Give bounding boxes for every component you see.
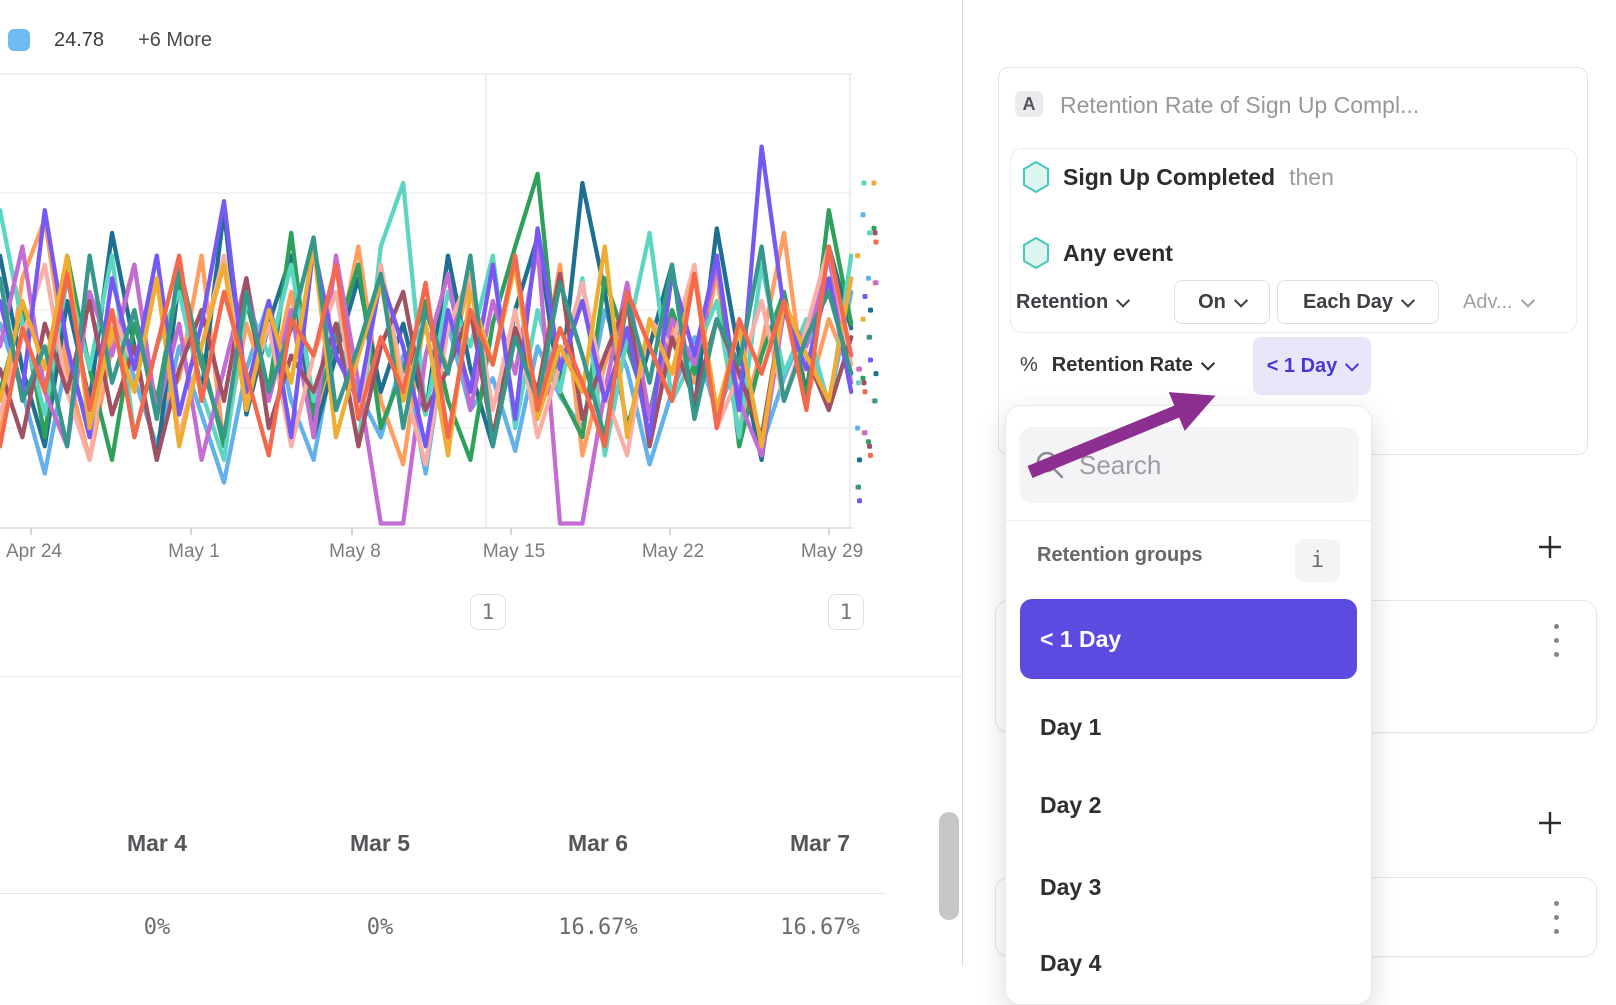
event-hexagon-icon	[1023, 237, 1049, 269]
table-header-mar6: Mar 6	[567, 830, 629, 856]
legend-more-button[interactable]: +6 More	[138, 28, 212, 51]
info-icon[interactable]: i	[1295, 539, 1340, 582]
x-axis-label: May 29	[800, 541, 864, 562]
retention-mode-label: Retention	[1016, 290, 1109, 313]
table-header-mar7: Mar 7	[789, 830, 851, 856]
menu-item-lt-1-day[interactable]: < 1 Day	[1020, 599, 1357, 679]
percent-icon: %	[1020, 353, 1038, 376]
table-value-mar7: 16.67%	[780, 915, 860, 940]
plus-icon	[1539, 536, 1561, 558]
interval-dropdown[interactable]: Each Day	[1277, 280, 1439, 324]
table-value-mar6: 16.67%	[558, 915, 638, 940]
menu-item-label: Day 2	[1040, 791, 1102, 818]
chart-marker-badge-1[interactable]: 1	[470, 594, 506, 630]
on-label: On	[1198, 290, 1226, 313]
kebab-menu-icon[interactable]	[1552, 624, 1560, 657]
chevron-down-icon	[1233, 293, 1248, 308]
menu-search-box[interactable]	[1019, 427, 1359, 503]
retention-group-menu	[1005, 405, 1372, 1005]
menu-group-label: Retention groups	[1037, 544, 1203, 566]
retention-group-value: < 1 Day	[1266, 354, 1338, 377]
chevron-down-icon[interactable]	[1200, 356, 1215, 371]
on-dropdown[interactable]: On	[1174, 280, 1270, 324]
module-letter-badge: A	[1015, 91, 1043, 117]
menu-item-day-1[interactable]: Day 1	[1020, 687, 1357, 767]
section-divider	[0, 676, 962, 677]
menu-item-day-2[interactable]: Day 2	[1020, 765, 1357, 845]
event-row-2[interactable]: Any event	[1021, 236, 1173, 270]
retention-group-dropdown[interactable]: < 1 Day	[1253, 337, 1371, 395]
legend-swatch[interactable]	[8, 29, 30, 51]
module-title[interactable]: Retention Rate of Sign Up Compl...	[1060, 92, 1420, 118]
add-segment-button[interactable]	[1535, 808, 1565, 838]
menu-item-label: < 1 Day	[1040, 625, 1122, 652]
menu-item-day-3[interactable]: Day 3	[1020, 847, 1357, 927]
menu-item-label: Day 4	[1040, 949, 1102, 976]
add-metric-button[interactable]	[1535, 532, 1565, 562]
event-1-name[interactable]: Sign Up Completed	[1063, 163, 1276, 190]
interval-label: Each Day	[1302, 290, 1394, 313]
advanced-dropdown[interactable]: Adv...	[1463, 280, 1535, 324]
chevron-down-icon	[1345, 357, 1360, 372]
table-value-mar5: 0%	[366, 915, 394, 940]
advanced-label: Adv...	[1463, 290, 1513, 313]
menu-item-day-4[interactable]: Day 4	[1020, 923, 1357, 1003]
table-value-mar4: 0%	[143, 915, 171, 940]
retention-line-chart	[0, 64, 880, 584]
retention-mode-dropdown[interactable]: Retention	[1016, 280, 1131, 324]
kebab-menu-icon[interactable]	[1552, 901, 1560, 934]
chart-series-lines	[0, 144, 854, 526]
x-axis-label: May 1	[168, 541, 220, 562]
chevron-down-icon	[1116, 293, 1131, 308]
x-axis-label: May 8	[329, 541, 381, 562]
event-2-name[interactable]: Any event	[1063, 239, 1173, 266]
menu-item-label: Day 3	[1040, 873, 1102, 900]
plus-icon	[1539, 812, 1561, 834]
x-axis-labels: Apr 24 May 1 May 8 May 15 May 22 May 29	[0, 541, 880, 565]
chart-forecast-dots	[855, 180, 879, 504]
event-1-suffix: then	[1289, 163, 1334, 190]
menu-divider	[1006, 520, 1371, 521]
event-row-1[interactable]: Sign Up Completed then	[1021, 160, 1334, 194]
x-axis-ticks	[30, 528, 830, 535]
table-header-mar4: Mar 4	[126, 830, 188, 856]
chevron-down-icon	[1400, 293, 1416, 308]
metric-dropdown[interactable]: Retention Rate	[1051, 353, 1193, 376]
x-axis-label: Apr 24	[6, 541, 62, 562]
legend-series-label[interactable]: 24.78	[54, 28, 105, 51]
metric-row: % Retention Rate	[1020, 343, 1215, 387]
table-divider	[0, 893, 886, 894]
chevron-down-icon	[1520, 293, 1535, 308]
search-icon	[1036, 451, 1064, 479]
chart-legend: 24.78 +6 More	[8, 28, 212, 52]
x-axis-label: May 22	[641, 541, 705, 562]
x-axis-label: May 15	[482, 541, 546, 562]
table-header-mar5: Mar 5	[349, 830, 411, 856]
event-hexagon-icon	[1023, 161, 1049, 193]
menu-item-label: Day 1	[1040, 713, 1102, 740]
chart-marker-badge-2[interactable]: 1	[828, 594, 864, 630]
search-input[interactable]	[1077, 448, 1331, 482]
chart-canvas	[0, 73, 879, 535]
vertical-scrollbar-thumb[interactable]	[939, 812, 959, 920]
